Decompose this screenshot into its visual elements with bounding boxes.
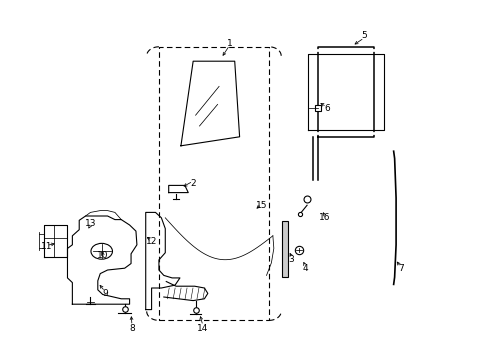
Text: 14: 14	[197, 324, 208, 333]
Text: 9: 9	[102, 289, 108, 298]
Text: 2: 2	[190, 179, 196, 188]
Text: 8: 8	[129, 324, 135, 333]
Text: 5: 5	[361, 31, 366, 40]
Text: 11: 11	[41, 242, 52, 251]
Text: 6: 6	[324, 104, 330, 112]
Text: 1: 1	[226, 39, 232, 48]
Text: 15: 15	[255, 201, 267, 210]
Text: 13: 13	[84, 219, 96, 228]
Text: 7: 7	[397, 264, 403, 273]
Text: 3: 3	[287, 255, 293, 264]
Text: 12: 12	[145, 237, 157, 246]
Text: 4: 4	[302, 264, 308, 273]
Bar	[281, 221, 287, 277]
Text: 10: 10	[97, 251, 108, 260]
Text: 16: 16	[319, 213, 330, 222]
